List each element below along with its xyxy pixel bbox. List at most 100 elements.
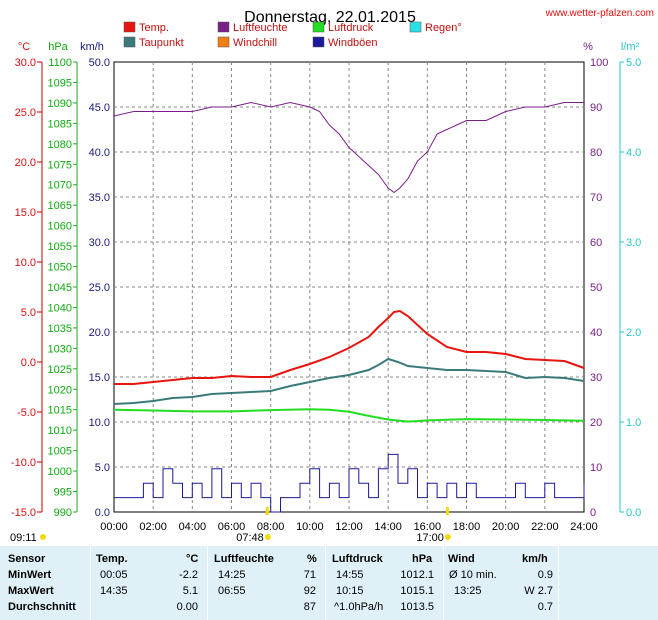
pressure-tick-label: 1015 — [48, 405, 72, 417]
legend-label: Luftfeuchte — [233, 22, 287, 34]
pressure-tick-label: 1005 — [48, 446, 72, 458]
temp-tick-label: 20.0 — [15, 157, 36, 169]
temp-time: 00:05 — [100, 569, 128, 581]
humidity-tick-label: 30 — [590, 372, 602, 384]
table-header-row: Sensor Temp. °C Luftfeuchte % Luftdruck … — [0, 552, 658, 567]
header-pressure: Luftdruck — [332, 553, 383, 565]
pressure-tick-label: 1085 — [48, 118, 72, 130]
time-tick-label: 02:00 — [139, 521, 167, 533]
humidity-tick-label: 40 — [590, 327, 602, 339]
header-wind-unit: km/h — [522, 553, 548, 565]
site-url: www.wetter-pfalzen.com — [545, 8, 654, 19]
pressure-tick-label: 1055 — [48, 241, 72, 253]
pressure-tick-label: 1030 — [48, 343, 72, 355]
temp-tick-label: -15.0 — [11, 507, 36, 519]
temp-tick-label: -5.0 — [17, 407, 36, 419]
table-row: MaxWert 14:35 5.1 06:55 92 10:15 1015.1 … — [0, 584, 658, 599]
pressure-tick-label: 1070 — [48, 180, 72, 192]
wind-value: 0.7 — [537, 601, 553, 613]
humidity-tick-label: 10 — [590, 462, 602, 474]
pressure-tick-label: 1025 — [48, 364, 72, 376]
temp-tick-label: 0.0 — [21, 357, 36, 369]
legend-swatch — [217, 21, 230, 33]
legend-label: Windböen — [328, 37, 378, 49]
time-tick-label: 22:00 — [531, 521, 559, 533]
temp-tick-label: 15.0 — [15, 207, 36, 219]
humidity-tick-label: 70 — [590, 192, 602, 204]
header-sensor: Sensor — [8, 553, 46, 565]
time-tick-label: 04:00 — [179, 521, 207, 533]
header-temp-unit: °C — [186, 553, 199, 565]
series-line-taupunkt — [113, 357, 585, 405]
pressure-tick-label: 1020 — [48, 384, 72, 396]
temp-tick-label: 5.0 — [21, 307, 36, 319]
legend-label: Luftdruck — [328, 22, 374, 34]
pressure-tick-label: 995 — [54, 487, 72, 499]
wind-tick-label: 30.0 — [89, 237, 110, 249]
header-pressure-unit: hPa — [412, 553, 433, 565]
temp-value: -2.2 — [179, 569, 198, 581]
rain-tick-label: 5.0 — [626, 57, 641, 69]
pres-value: 1013.5 — [400, 601, 434, 613]
wind-tick-label: 0.0 — [95, 507, 110, 519]
legend-label: Taupunkt — [139, 37, 184, 49]
row-label: MaxWert — [8, 585, 54, 597]
wind-tick-label: 5.0 — [95, 462, 110, 474]
wind-tick-label: 20.0 — [89, 327, 110, 339]
time-tick-label: 14:00 — [374, 521, 402, 533]
humidity-tick-label: 90 — [590, 102, 602, 114]
temp-unit-label: °C — [18, 41, 30, 53]
rain-tick-label: 3.0 — [626, 237, 641, 249]
wind-value: W 2.7 — [524, 585, 553, 597]
temp-tick-label: 30.0 — [15, 57, 36, 69]
temp-value: 5.1 — [182, 585, 198, 597]
moonset-time: 09:11 — [10, 532, 37, 544]
row-label: MinWert — [8, 569, 52, 581]
time-tick-label: 20:00 — [492, 521, 520, 533]
sun-icon — [264, 534, 271, 540]
header-humidity-unit: % — [307, 553, 317, 565]
pressure-tick-label: 1000 — [48, 466, 72, 478]
sun-icon — [444, 534, 451, 540]
wind-tick-label: 35.0 — [89, 192, 110, 204]
header-wind: Wind — [448, 553, 475, 565]
pressure-tick-label: 1080 — [48, 139, 72, 151]
row-label: Durchschnitt — [8, 601, 76, 613]
pressure-tick-label: 1040 — [48, 302, 72, 314]
stats-table: Sensor Temp. °C Luftfeuchte % Luftdruck … — [0, 546, 658, 620]
wind-unit-label: km/h — [80, 41, 104, 53]
time-tick-label: 12:00 — [335, 521, 363, 533]
humidity-tick-label: 100 — [590, 57, 608, 69]
wind-tick-label: 50.0 — [89, 57, 110, 69]
pres-time: 14:55 — [336, 569, 364, 581]
time-tick-label: 00:00 — [100, 521, 128, 533]
series-line-luftfeuchte — [113, 101, 584, 194]
pres-time: ^1.0hPa/h — [334, 601, 384, 613]
rain-tick-label: 2.0 — [626, 327, 641, 339]
legend-swatch — [312, 21, 325, 33]
wind-tick-label: 15.0 — [89, 372, 110, 384]
weather-chart: 30.0 25.0 20.0 15.0 10.0 5.0 0.0 -5.0 -10.0 -15.0… — [10, 8, 654, 544]
time-tick-label: 06:00 — [218, 521, 246, 533]
pres-value: 1012.1 — [400, 569, 434, 581]
humidity-unit-label: % — [583, 41, 593, 53]
legend-label: Windchill — [233, 37, 277, 49]
wind-label: 13:25 — [454, 585, 482, 597]
hum-time: 14:25 — [218, 569, 246, 581]
pressure-tick-label: 1075 — [48, 159, 72, 171]
header-humidity: Luftfeuchte — [214, 553, 274, 565]
hum-value: 87 — [303, 601, 316, 613]
hum-time: 06:55 — [218, 585, 246, 597]
rain-tick-label: 4.0 — [626, 147, 641, 159]
humidity-tick-label: 60 — [590, 237, 602, 249]
pressure-tick-label: 1060 — [48, 221, 72, 233]
series-line-luftdruck — [113, 408, 585, 423]
sunset-marker — [445, 507, 449, 515]
pres-time: 10:15 — [336, 585, 364, 597]
hum-value: 71 — [303, 569, 316, 581]
pressure-tick-label: 1100 — [48, 57, 72, 69]
wind-tick-label: 25.0 — [89, 282, 110, 294]
humidity-tick-label: 50 — [590, 282, 602, 294]
chart-title: Donnerstag, 22.01.2015 — [244, 9, 416, 26]
wind-value: 0.9 — [537, 569, 553, 581]
